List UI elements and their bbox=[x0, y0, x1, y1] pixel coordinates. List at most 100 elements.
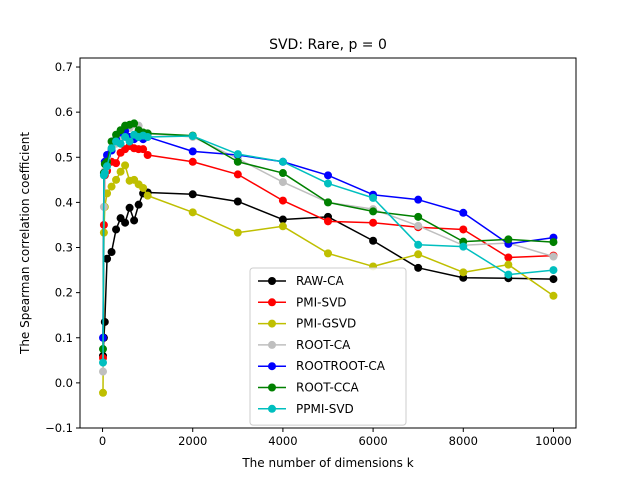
legend-entry: ROOTROOT-CA bbox=[258, 359, 386, 373]
x-axis-label: The number of dimensions k bbox=[241, 456, 413, 470]
data-point bbox=[112, 225, 121, 234]
legend: RAW-CA PMI-SVD PMI-GSVD ROOT-CA ROOTROOT-CA R… bbox=[249, 267, 407, 426]
legend-swatch-marker bbox=[268, 362, 276, 371]
legend-label: PMI-GSVD bbox=[296, 317, 356, 331]
data-point bbox=[504, 270, 513, 279]
data-point bbox=[278, 157, 287, 166]
data-point bbox=[324, 217, 332, 226]
data-point bbox=[143, 132, 152, 141]
data-point bbox=[188, 132, 197, 141]
y-tick-label: 0.3 bbox=[55, 241, 73, 255]
legend-label: ROOT-CA bbox=[296, 338, 351, 352]
data-point bbox=[414, 212, 423, 221]
data-point bbox=[369, 207, 378, 216]
series-line bbox=[102, 191, 554, 356]
data-point bbox=[125, 137, 134, 146]
y-tick-label: 0.0 bbox=[55, 376, 73, 390]
x-tick-label: 0 bbox=[99, 434, 106, 448]
data-point bbox=[139, 145, 148, 154]
data-point bbox=[107, 144, 116, 153]
data-point bbox=[188, 157, 197, 166]
chart-title: SVD: Rare, p = 0 bbox=[269, 37, 387, 53]
data-point bbox=[504, 235, 513, 244]
legend-entry: PPMI-SVD bbox=[258, 402, 354, 416]
data-point bbox=[549, 275, 558, 284]
x-tick-label: 6000 bbox=[358, 434, 387, 448]
legend-swatch-marker bbox=[268, 298, 276, 307]
data-point bbox=[121, 218, 130, 227]
data-point bbox=[369, 236, 378, 245]
legend-label: RAW-CA bbox=[296, 274, 344, 288]
data-point bbox=[459, 225, 468, 234]
data-point bbox=[233, 170, 242, 179]
data-point bbox=[233, 150, 242, 159]
legend-swatch-marker bbox=[268, 404, 276, 413]
y-tick-label: −0.1 bbox=[45, 421, 73, 435]
legend-label: PPMI-SVD bbox=[296, 402, 354, 416]
data-point bbox=[103, 162, 112, 171]
legend-entry: PMI-SVD bbox=[258, 295, 347, 309]
data-point bbox=[549, 291, 558, 300]
data-point bbox=[188, 208, 197, 217]
data-point bbox=[107, 248, 116, 257]
legend-swatch-marker bbox=[268, 319, 276, 328]
data-point bbox=[278, 222, 287, 231]
data-point bbox=[233, 228, 242, 237]
y-tick-label: 0.4 bbox=[55, 195, 73, 209]
data-point bbox=[103, 189, 112, 198]
data-point bbox=[130, 119, 139, 128]
data-point bbox=[459, 268, 468, 277]
data-point bbox=[188, 190, 197, 199]
data-point bbox=[112, 175, 121, 184]
legend-swatch-marker bbox=[268, 340, 276, 349]
x-tick-label: 2000 bbox=[178, 434, 207, 448]
legend-swatch-marker bbox=[268, 277, 276, 285]
data-point bbox=[233, 157, 242, 166]
legend-entry: PMI-GSVD bbox=[258, 317, 356, 331]
data-point bbox=[278, 196, 287, 205]
data-point bbox=[504, 253, 513, 262]
data-point bbox=[139, 183, 148, 192]
data-point bbox=[549, 252, 558, 261]
x-tick-label: 10000 bbox=[535, 434, 572, 448]
data-point bbox=[130, 216, 139, 225]
data-point bbox=[134, 200, 143, 209]
data-point bbox=[324, 179, 332, 188]
y-tick-label: 0.2 bbox=[55, 286, 73, 300]
data-point bbox=[369, 218, 378, 227]
legend-entry: ROOT-CA bbox=[258, 338, 351, 352]
data-point bbox=[100, 169, 109, 178]
data-point bbox=[324, 198, 332, 207]
series-ppmi-svd bbox=[99, 130, 558, 367]
data-point bbox=[100, 317, 109, 326]
data-point bbox=[233, 197, 242, 206]
x-tick-label: 8000 bbox=[449, 434, 478, 448]
data-point bbox=[414, 263, 423, 272]
y-axis-label: The Spearman correlation coefficient bbox=[18, 132, 32, 355]
plot-area bbox=[99, 119, 558, 397]
plot-frame bbox=[79, 57, 577, 429]
y-tick-label: 0.5 bbox=[55, 150, 73, 164]
data-point bbox=[143, 191, 152, 200]
data-point bbox=[99, 388, 107, 397]
data-point bbox=[459, 242, 468, 251]
data-point bbox=[116, 139, 125, 148]
y-tick-label: 0.6 bbox=[55, 105, 73, 119]
data-point bbox=[278, 169, 287, 178]
data-point bbox=[188, 147, 197, 156]
legend-entry: RAW-CA bbox=[258, 274, 344, 288]
data-point bbox=[103, 254, 112, 263]
legend-entry: ROOT-CCA bbox=[258, 381, 360, 395]
data-point bbox=[99, 358, 107, 367]
data-point bbox=[112, 159, 121, 168]
data-point bbox=[459, 208, 468, 217]
data-point bbox=[278, 215, 287, 224]
data-point bbox=[324, 171, 332, 180]
data-point bbox=[369, 193, 378, 202]
y-tick-label: 0.1 bbox=[55, 331, 73, 345]
axes-ticks: 0 2000 4000 6000 8000 10000 −0.1 0.0 0.1 0.2 0.3 0.… bbox=[45, 60, 572, 448]
legend-label: ROOTROOT-CA bbox=[296, 359, 386, 373]
data-point bbox=[99, 367, 107, 376]
data-point bbox=[278, 178, 287, 187]
